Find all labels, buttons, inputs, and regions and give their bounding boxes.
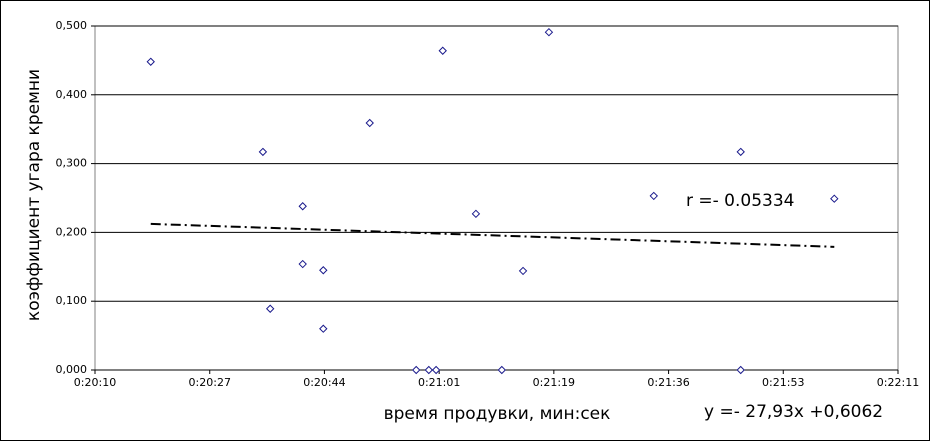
point (649, 191, 658, 201)
point (471, 209, 481, 219)
x-tick-label: 0:21:36 (647, 376, 689, 389)
point (298, 259, 307, 269)
y-tick-label: 0,300 (56, 157, 88, 170)
trendline-equation: y =- 27,93x +0,6062 (704, 402, 883, 422)
point (431, 365, 441, 375)
point (438, 46, 447, 55)
x-tick-label: 0:20:44 (303, 376, 345, 389)
x-axis-label: время продувки, мин:сек (384, 404, 611, 424)
point (497, 365, 507, 375)
point (544, 27, 554, 37)
x-tick-label: 0:22:11 (877, 376, 919, 389)
trendline (150, 222, 835, 248)
point (518, 266, 528, 276)
point (736, 365, 745, 375)
point (411, 365, 421, 375)
point (319, 266, 328, 275)
point (365, 118, 374, 128)
x-tick-label: 0:21:19 (533, 376, 575, 389)
x-tick-label: 0:20:10 (74, 376, 116, 389)
y-tick-label: 0,500 (56, 19, 88, 32)
point (319, 324, 328, 333)
point (298, 202, 307, 211)
annotation: r =- 0.05334 (686, 191, 794, 211)
point (736, 147, 745, 157)
point (146, 57, 155, 66)
point (265, 304, 275, 313)
y-tick-label: 0,100 (56, 294, 88, 307)
y-axis-label: коэффициент угара кремни (24, 69, 44, 321)
point (830, 194, 839, 203)
x-tick-label: 0:20:27 (189, 376, 231, 389)
point (258, 147, 268, 157)
y-tick-label: 0,400 (56, 88, 88, 101)
point (424, 365, 434, 375)
y-tick-label: 0,000 (56, 363, 88, 376)
x-tick-label: 0:21:53 (762, 376, 804, 389)
y-tick-label: 0,200 (56, 225, 88, 238)
x-tick-label: 0:21:01 (418, 376, 460, 389)
